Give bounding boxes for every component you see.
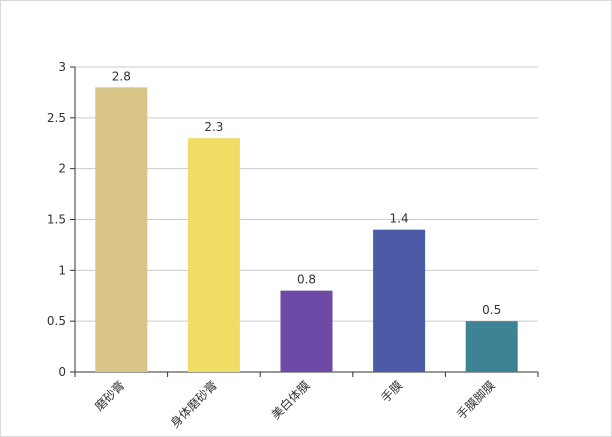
- data-label: 1.4: [390, 212, 409, 226]
- bar: [95, 87, 148, 372]
- gridlines: [75, 66, 538, 322]
- bar: [465, 321, 518, 372]
- data-labels: 2.8 2.3 0.8 1.4 0.5: [112, 69, 501, 317]
- y-tick-label: 2.5: [47, 111, 66, 125]
- y-tick-label: 0: [58, 365, 66, 379]
- data-label: 0.5: [482, 303, 501, 317]
- bar: [373, 229, 426, 372]
- bar: [187, 138, 240, 372]
- category-label: 身体磨砂膏: [167, 378, 220, 431]
- y-tick-label: 1.5: [47, 213, 66, 227]
- data-label: 2.3: [204, 120, 223, 134]
- data-label: 2.8: [112, 69, 131, 83]
- y-tick-label: 3: [58, 60, 66, 74]
- data-label: 0.8: [297, 273, 316, 287]
- bars: [95, 87, 518, 372]
- y-tick-label: 1: [58, 263, 66, 277]
- category-label: 手膜脚膜: [453, 378, 498, 423]
- category-label: 磨砂膏: [91, 378, 127, 414]
- category-labels: 磨砂膏 身体磨砂膏 美白体膜 手膜 手膜脚膜: [91, 378, 497, 431]
- y-tick-label: 0.5: [47, 314, 66, 328]
- y-tick-label: 2: [58, 162, 66, 176]
- y-tick-labels: 0 0.5 1 1.5 2 2.5 3: [47, 60, 66, 379]
- category-label: 手膜: [378, 378, 405, 405]
- bar: [280, 290, 333, 372]
- category-label: 美白体膜: [268, 378, 313, 423]
